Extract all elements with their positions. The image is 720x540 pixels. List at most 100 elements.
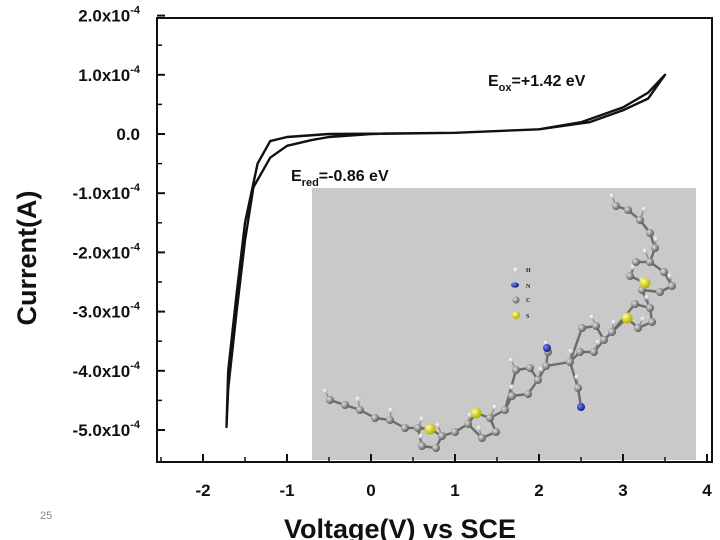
carbon-atom bbox=[432, 444, 440, 452]
e-ox-subscript: ox bbox=[499, 82, 513, 94]
hydrogen-atom bbox=[538, 366, 544, 372]
oxidation-annotation: Eox=+1.42 eV bbox=[488, 73, 586, 94]
nitrogen-legend-icon bbox=[511, 282, 519, 288]
hydrogen-atom bbox=[644, 294, 650, 300]
nitrogen-atom bbox=[577, 403, 585, 411]
sulfur-atom bbox=[621, 312, 633, 324]
carbon-atom bbox=[631, 300, 639, 308]
carbon-legend-icon bbox=[512, 296, 520, 304]
carbon-atom bbox=[566, 358, 574, 366]
carbon-atom bbox=[526, 364, 534, 372]
hydrogen-atom bbox=[653, 236, 659, 242]
carbon-atom bbox=[438, 432, 446, 440]
e-red-symbol: E bbox=[291, 168, 302, 185]
hydrogen-atom bbox=[574, 374, 580, 380]
bond bbox=[568, 327, 584, 363]
e-red-value: =-0.86 eV bbox=[319, 168, 389, 185]
x-tick-label: 1 bbox=[450, 481, 459, 500]
carbon-atom bbox=[651, 244, 659, 252]
carbon-atom bbox=[590, 348, 598, 356]
x-axis-title: Voltage(V) vs SCE bbox=[284, 514, 516, 540]
carbon-atom bbox=[626, 272, 634, 280]
carbon-atom bbox=[578, 324, 586, 332]
carbon-atom bbox=[576, 348, 584, 356]
x-tick-label: 2 bbox=[534, 481, 543, 500]
hydrogen-atom bbox=[568, 348, 574, 354]
carbon-atom bbox=[668, 282, 676, 290]
y-tick-label: -5.0x10-4 bbox=[73, 419, 141, 440]
e-red-subscript: red bbox=[302, 177, 319, 189]
carbon-atom bbox=[612, 202, 620, 210]
molecule-structure bbox=[322, 193, 676, 452]
x-tick-label: 0 bbox=[366, 481, 375, 500]
carbon-atom bbox=[524, 390, 532, 398]
y-tick-label: -1.0x10-4 bbox=[73, 182, 141, 203]
carbon-atom bbox=[451, 428, 459, 436]
hydrogen-atom bbox=[630, 264, 636, 270]
y-tick-label: 1.0x10-4 bbox=[78, 64, 141, 85]
hydrogen-legend-icon bbox=[513, 267, 519, 273]
carbon-atom bbox=[512, 366, 520, 374]
carbon-atom bbox=[646, 304, 654, 312]
x-tick-label: -2 bbox=[195, 481, 210, 500]
hydrogen-atom bbox=[355, 396, 361, 402]
y-tick-label: -4.0x10-4 bbox=[73, 360, 141, 381]
carbon-atom bbox=[542, 362, 550, 370]
molecule-inset: H N C S bbox=[312, 188, 696, 460]
e-ox-symbol: E bbox=[488, 73, 499, 90]
hydrogen-atom bbox=[419, 416, 425, 422]
hydrogen-atom bbox=[640, 316, 646, 322]
carbon-atom bbox=[592, 322, 600, 330]
carbon-atom bbox=[648, 318, 656, 326]
legend-label-n: N bbox=[526, 284, 531, 290]
hydrogen-atom bbox=[642, 248, 648, 254]
carbon-atom bbox=[386, 416, 394, 424]
carbon-atom bbox=[401, 424, 409, 432]
carbon-atom bbox=[326, 396, 334, 404]
carbon-atom bbox=[356, 406, 364, 414]
carbon-atom bbox=[600, 336, 608, 344]
y-tick-label: -2.0x10-4 bbox=[73, 241, 141, 262]
carbon-atom bbox=[632, 258, 640, 266]
sulfur-atom bbox=[424, 423, 436, 435]
carbon-atom bbox=[656, 288, 664, 296]
hydrogen-atom bbox=[589, 314, 595, 320]
hydrogen-atom bbox=[641, 206, 647, 212]
atom-legend: H N C S bbox=[511, 267, 531, 320]
carbon-atom bbox=[608, 328, 616, 336]
x-tick-label: -1 bbox=[279, 481, 294, 500]
x-tick-label: 3 bbox=[618, 481, 627, 500]
carbon-atom bbox=[492, 428, 500, 436]
hydrogen-atom bbox=[492, 404, 498, 410]
hydrogen-atom bbox=[435, 422, 441, 428]
y-tick-label: -3.0x10-4 bbox=[73, 301, 141, 322]
inset-background bbox=[312, 188, 696, 460]
e-ox-value: =+1.42 eV bbox=[512, 73, 586, 90]
carbon-atom bbox=[341, 401, 349, 409]
carbon-atom bbox=[534, 376, 542, 384]
legend-label-s: S bbox=[526, 314, 530, 320]
carbon-atom bbox=[486, 414, 494, 422]
bond bbox=[503, 369, 518, 411]
bond bbox=[568, 361, 580, 389]
carbon-atom bbox=[371, 414, 379, 422]
y-tick-label: 2.0x10-4 bbox=[78, 5, 141, 26]
carbon-atom bbox=[636, 216, 644, 224]
plot-frame bbox=[156, 17, 713, 463]
hydrogen-atom bbox=[322, 388, 328, 394]
hydrogen-atom bbox=[611, 319, 617, 325]
axes: 2.0x10-4 1.0x10-4 0.0 -1.0x10-4 -2.0x10-4 -3.… bbox=[73, 5, 713, 500]
carbon-atom bbox=[624, 206, 632, 214]
carbon-atom bbox=[574, 384, 582, 392]
x-tick-label: 4 bbox=[702, 481, 712, 500]
carbon-atom bbox=[414, 424, 422, 432]
carbon-atom bbox=[418, 442, 426, 450]
hydrogen-atom bbox=[609, 193, 615, 199]
y-tick-label: 0.0 bbox=[116, 125, 140, 144]
carbon-atom bbox=[646, 258, 654, 266]
carbon-atom bbox=[646, 229, 654, 237]
reduction-annotation: Ered=-0.86 eV bbox=[291, 168, 389, 189]
hydrogen-atom bbox=[667, 273, 673, 279]
carbon-atom bbox=[660, 268, 668, 276]
